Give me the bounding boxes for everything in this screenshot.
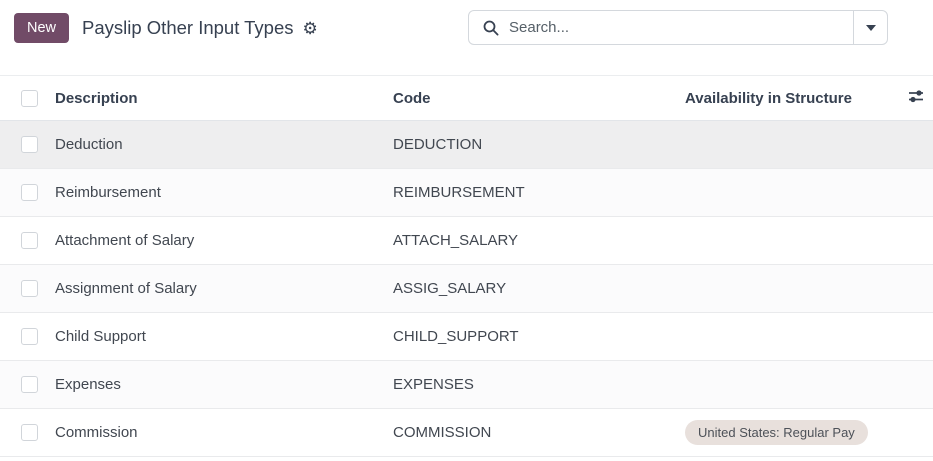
table-row[interactable]: Attachment of Salary ATTACH_SALARY bbox=[0, 216, 933, 265]
description-cell[interactable]: Commission bbox=[52, 408, 390, 457]
table-row[interactable]: Reimbursement REIMBURSEMENT bbox=[0, 168, 933, 217]
table-row[interactable]: Expenses EXPENSES bbox=[0, 360, 933, 409]
row-checkbox[interactable] bbox=[21, 376, 38, 393]
sliders-icon bbox=[908, 89, 923, 102]
row-checkbox[interactable] bbox=[21, 280, 38, 297]
code-cell[interactable]: REIMBURSEMENT bbox=[390, 168, 682, 217]
table-row[interactable]: Deduction DEDUCTION bbox=[0, 120, 933, 169]
search-input[interactable] bbox=[509, 19, 853, 36]
code-cell[interactable]: CHILD_SUPPORT bbox=[390, 312, 682, 361]
description-cell[interactable]: Reimbursement bbox=[52, 168, 390, 217]
row-checkbox[interactable] bbox=[21, 232, 38, 249]
code-cell[interactable]: EXPENSES bbox=[390, 360, 682, 409]
column-header-code[interactable]: Code bbox=[390, 75, 682, 121]
description-cell[interactable]: Child Support bbox=[52, 312, 390, 361]
new-button[interactable]: New bbox=[14, 13, 70, 43]
column-header-availability[interactable]: Availability in Structure bbox=[682, 75, 898, 121]
optional-columns-button[interactable] bbox=[906, 88, 926, 105]
row-checkbox[interactable] bbox=[21, 136, 38, 153]
search-dropdown-button[interactable] bbox=[853, 11, 887, 44]
code-cell[interactable]: DEDUCTION bbox=[390, 120, 682, 169]
row-checkbox[interactable] bbox=[21, 328, 38, 345]
select-all-checkbox[interactable] bbox=[21, 89, 38, 107]
table-header: Description Code Availability in Structu… bbox=[0, 75, 933, 121]
column-header-description[interactable]: Description bbox=[52, 75, 390, 121]
row-checkbox[interactable] bbox=[21, 424, 38, 441]
description-cell[interactable]: Deduction bbox=[52, 120, 390, 169]
code-cell[interactable]: ATTACH_SALARY bbox=[390, 216, 682, 265]
table-row[interactable]: Child Support CHILD_SUPPORT bbox=[0, 312, 933, 361]
table-row[interactable]: Assignment of Salary ASSIG_SALARY bbox=[0, 264, 933, 313]
records-table: Description Code Availability in Structu… bbox=[0, 75, 933, 457]
description-cell[interactable]: Expenses bbox=[52, 360, 390, 409]
description-cell[interactable]: Attachment of Salary bbox=[52, 216, 390, 265]
gear-icon[interactable]: ⚙ bbox=[302, 18, 318, 38]
code-cell[interactable]: COMMISSION bbox=[390, 408, 682, 457]
description-cell[interactable]: Assignment of Salary bbox=[52, 264, 390, 313]
control-panel: New Payslip Other Input Types ⚙ bbox=[0, 0, 933, 56]
chevron-down-icon bbox=[865, 24, 876, 31]
row-checkbox[interactable] bbox=[21, 184, 38, 201]
code-cell[interactable]: ASSIG_SALARY bbox=[390, 264, 682, 313]
table-row[interactable]: Commission COMMISSION United States: Reg… bbox=[0, 408, 933, 457]
search-icon bbox=[469, 20, 509, 36]
availability-badge: United States: Regular Pay bbox=[685, 420, 868, 445]
search-bar bbox=[468, 10, 888, 45]
page-title: Payslip Other Input Types bbox=[82, 17, 294, 38]
